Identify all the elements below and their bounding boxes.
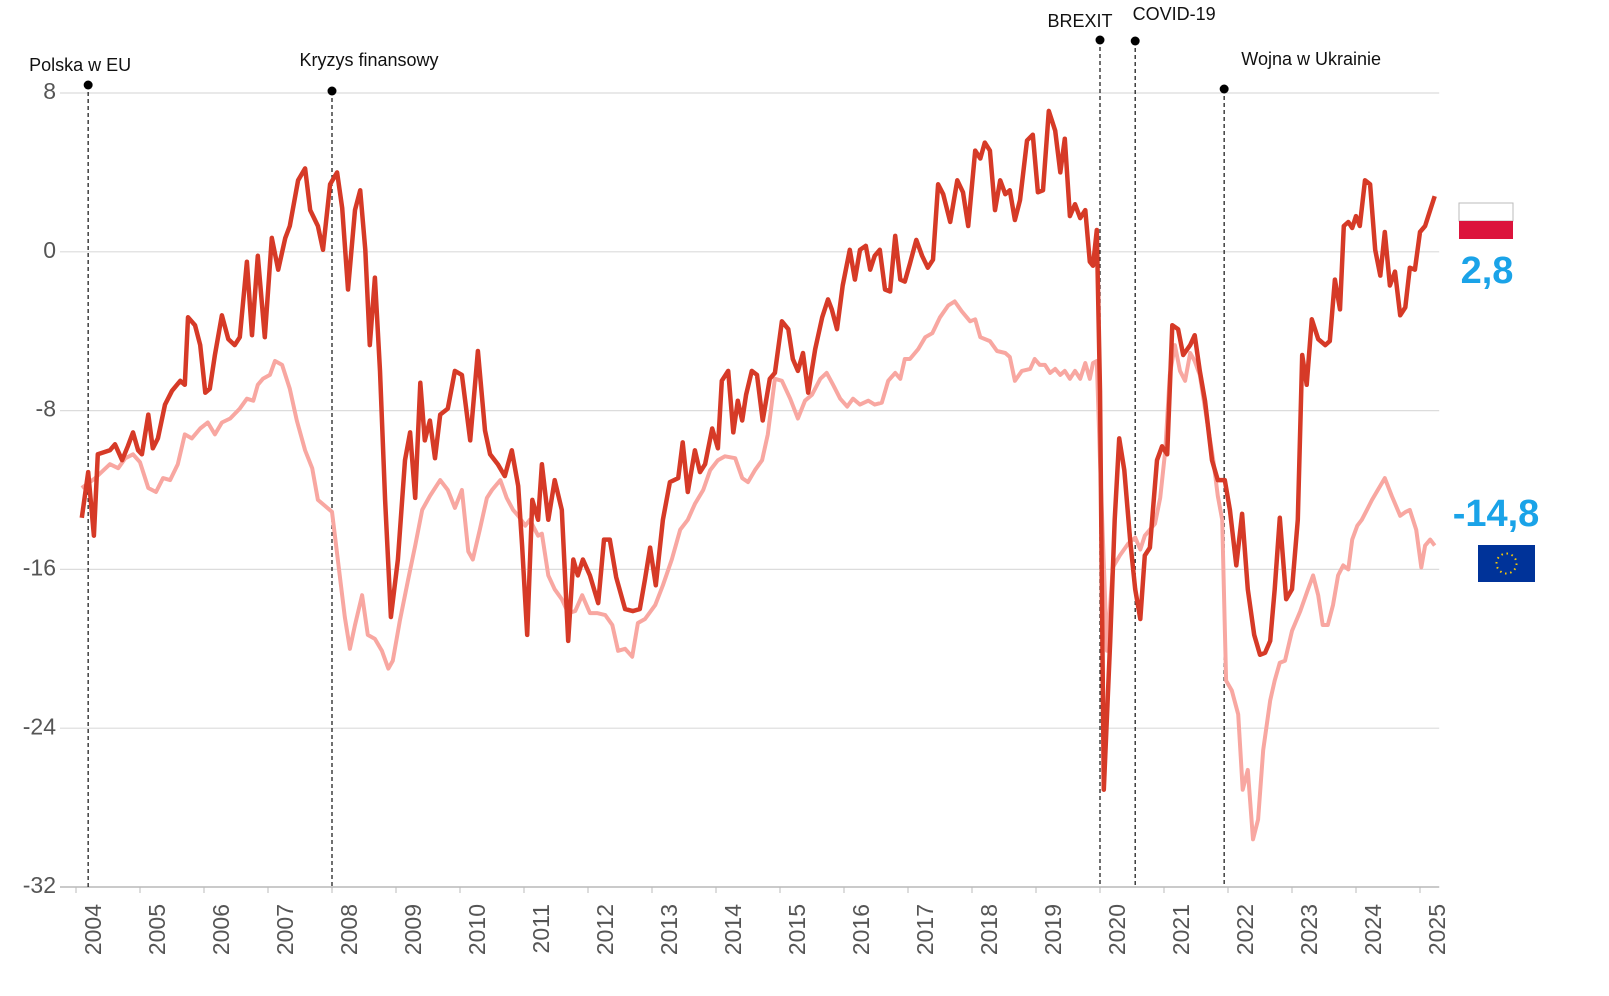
x-tick-label: 2023 [1296, 904, 1322, 955]
x-tick-label: 2025 [1424, 904, 1450, 955]
event-dot [1130, 36, 1140, 46]
event-dot [1095, 35, 1105, 45]
x-tick-label: 2024 [1360, 904, 1386, 955]
x-tick-label: 2015 [784, 904, 810, 955]
y-tick-label: 8 [43, 78, 56, 104]
x-tick-label: 2014 [720, 904, 746, 955]
x-tick-label: 2022 [1232, 904, 1258, 955]
x-tick-label: 2013 [656, 904, 682, 955]
x-tick-label: 2011 [528, 904, 554, 953]
y-tick-label: -32 [23, 872, 56, 898]
series-line [80, 299, 1437, 842]
event-label: Kryzys finansowy [299, 50, 438, 70]
x-tick-label: 2008 [336, 904, 362, 955]
x-tick-label: 2020 [1104, 904, 1130, 955]
x-tick-label: 2016 [848, 904, 874, 955]
event-label: BREXIT [1047, 11, 1112, 31]
x-tick-label: 2004 [80, 904, 106, 955]
end-label: -14,8 [1453, 493, 1540, 535]
x-tick-label: 2019 [1040, 904, 1066, 955]
event-dot [1219, 84, 1229, 94]
x-tick-label: 2005 [144, 904, 170, 955]
y-tick-label: -24 [23, 713, 56, 739]
x-tick-label: 2009 [400, 904, 426, 955]
eu-flag [1478, 545, 1535, 582]
y-tick-label: -16 [23, 554, 56, 580]
x-tick-label: 2017 [912, 904, 938, 955]
series-line [79, 108, 1437, 792]
x-tick-label: 2021 [1168, 904, 1194, 955]
event-dot [327, 86, 337, 96]
x-tick-label: 2018 [976, 904, 1002, 955]
y-tick-label: 0 [43, 237, 56, 263]
x-tick-label: 2006 [208, 904, 234, 955]
event-label: Polska w EU [29, 55, 131, 75]
event-dot [83, 80, 93, 90]
end-label: 2,8 [1461, 250, 1514, 292]
x-tick-label: 2010 [464, 904, 490, 955]
event-label: COVID-19 [1133, 4, 1216, 24]
y-tick-label: -8 [36, 396, 56, 422]
x-tick-label: 2012 [592, 904, 618, 955]
event-label: Wojna w Ukrainie [1241, 49, 1381, 69]
pl-flag [1458, 202, 1514, 239]
grid [60, 92, 1440, 888]
x-tick-label: 2007 [272, 904, 298, 955]
